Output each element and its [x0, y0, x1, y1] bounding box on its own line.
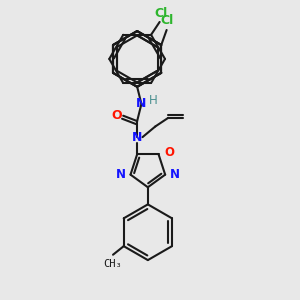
Text: N: N — [169, 168, 179, 181]
Text: O: O — [164, 146, 174, 159]
Text: N: N — [132, 130, 142, 144]
Text: N: N — [136, 98, 147, 110]
Text: N: N — [116, 168, 126, 181]
Text: Cl: Cl — [154, 7, 167, 20]
Text: O: O — [112, 109, 122, 122]
Text: CH₃: CH₃ — [103, 259, 122, 269]
Text: H: H — [149, 94, 158, 107]
Text: Cl: Cl — [160, 14, 173, 27]
